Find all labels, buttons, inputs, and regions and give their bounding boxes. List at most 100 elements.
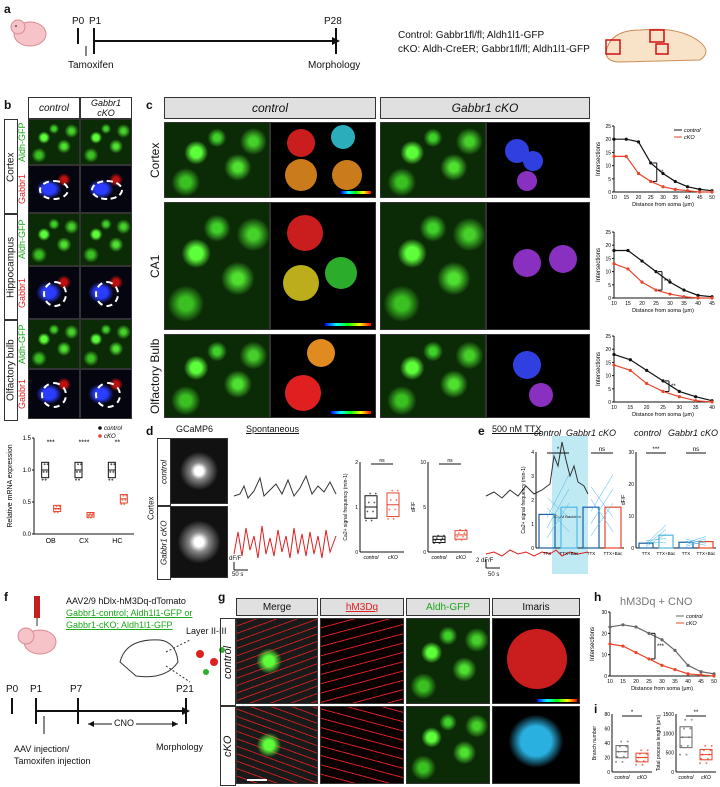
dot-cKO [644,756,647,759]
b-img-ob-cko-green [80,319,132,369]
y-tick-label: 1.0 [23,468,32,474]
dot-cKO [462,535,464,538]
dot-cKO [699,762,701,765]
pair-line [645,533,667,547]
x-tick-label: 25 [653,301,659,307]
b-img-ob-ctrl-red [28,369,80,419]
dot-control [686,744,689,747]
point-cKO [634,650,638,655]
series-line-cKO [613,364,713,403]
point-cKO [612,363,616,367]
point-cKO [645,381,649,386]
c-img-ob-cko [380,334,486,418]
point-cKO [712,674,716,678]
dot-control [685,753,688,756]
pair-line [590,502,614,536]
dot-control [625,745,628,748]
point-control [660,638,664,642]
point-cKO [624,154,628,158]
point-cKO [710,296,714,300]
x-tick-label: 10 [611,405,617,411]
dot-control [112,470,115,473]
e-baclofen-label: 50 μM Baclofen [553,514,581,519]
y-tick-label: 20 [605,243,611,249]
point-cKO [626,267,630,271]
x-tick-label: 50 [709,195,715,201]
b-img-hc-ctrl-red [28,266,80,319]
pair-line [590,474,614,512]
c-img-cx-cko-imaris [486,122,590,198]
point-control [626,248,630,253]
y-tick-label: 2 [355,460,358,466]
c-hdr-cko: Gabbr1 cKO [380,97,590,119]
point-control [612,352,616,357]
pair-line [546,488,570,528]
y-tick-label: 20 [601,631,607,637]
pair-line [685,540,707,546]
c-img-ob-ctrl-imaris [270,334,376,418]
y-tick-label: 5 [608,283,611,289]
g-row-control: control [220,618,236,706]
point-cKO [612,262,616,266]
pair-line [590,498,614,532]
c-img-ca1-ctrl [164,202,270,330]
c-img-ob-ctrl [164,334,270,418]
dot-cKO [455,539,457,541]
point-control [686,663,690,667]
x-tick-label: 15 [625,301,631,307]
c-chart-cortex: 0 5 10 15 20 25 10 15 20 25 30 35 40 45 50 Distance fro… [596,124,715,208]
y-tick-label: 15 [605,150,611,156]
e-hdr-cko-1: Gabbr1 cKO [566,428,617,438]
f-cno: CNO [112,718,136,728]
point-control [698,187,702,191]
dot-control [45,470,48,473]
series-line-control [614,249,713,298]
point-cKO [673,668,677,672]
point-control [624,137,628,141]
b-col-control: control [28,97,80,119]
sig-label: ** [115,439,121,446]
point-control [612,248,616,253]
x-tick-label: TTX+Bac [560,551,580,556]
y-tick-label: 0 [608,400,611,406]
y-axis-label: Branch number [592,726,598,761]
dot-control [618,745,621,748]
f-morph: Morphology [156,742,204,752]
x-axis-label: Distance from soma (μm) [632,308,694,314]
y-tick-label: 0 [423,550,426,556]
dot-control [690,718,693,721]
y-axis-label: dF/F [411,502,417,512]
y-tick-label: 25 [605,124,611,130]
pair-line [645,538,667,542]
point-cKO [710,400,714,404]
dot-control [437,534,440,537]
dot-control [374,492,377,495]
bar-TTX [638,542,654,549]
g-img-cko-imaris [492,706,580,784]
dot-control [441,537,444,540]
timeline-p0: P0 [72,16,85,27]
dot-cKO [701,753,704,756]
dot-cKO [389,499,392,501]
dot-control [681,736,684,739]
dot-control [111,478,114,481]
d-dff-chart: 0 5 10 control cKO ns dF/F [411,458,472,561]
y-axis-label: Intersections [596,352,602,386]
dot-control [76,470,78,473]
x-axis-label: Distance from soma (μm) [631,686,693,692]
dot-cKO [124,498,127,501]
b-img-hc-cko-red [80,266,132,319]
dot-cKO [91,514,93,517]
y-tick-label: 0 [608,296,611,302]
sig-label: ** [659,170,664,176]
bar-TTX [538,513,556,549]
x-tick-label: TTX [587,551,596,556]
g-col-merge: Merge [236,598,318,616]
legend-control: control [686,614,703,620]
dot-cKO [92,512,94,515]
g-col-imaris: Imaris [492,598,580,616]
sig-label: *** [47,439,55,446]
y-tick-label: 15 [605,256,611,262]
dot-cKO [641,763,644,766]
c-row-cortex: Cortex [148,142,162,178]
